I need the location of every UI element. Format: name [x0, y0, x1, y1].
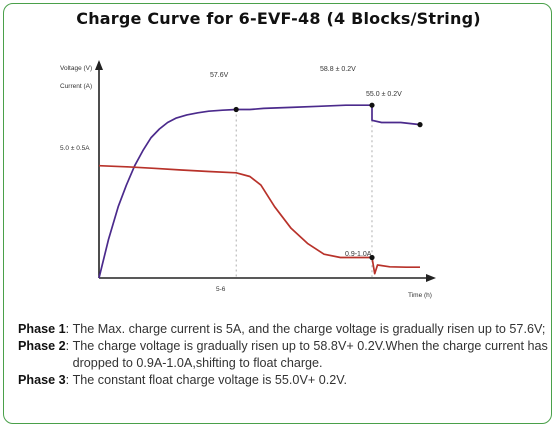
annotation-end-current: 0.9-1.0A — [345, 251, 372, 258]
phase-label: Phase 1 — [18, 322, 66, 336]
chart-title: Charge Curve for 6-EVF-48 (4 Blocks/Stri… — [76, 9, 481, 28]
current-curve — [98, 164, 420, 275]
phase-guide-lines — [235, 105, 373, 278]
phase-text: The charge voltage is gradually risen up… — [72, 339, 548, 370]
chart-card — [3, 3, 552, 424]
phase-note-2: Phase 2: The charge voltage is gradually… — [18, 339, 548, 370]
phase-text: The Max. charge current is 5A, and the c… — [72, 322, 546, 336]
x-axis-label: Time (h) — [408, 292, 432, 299]
annotation-max-current: 5.0 ± 0.5A — [60, 145, 90, 152]
phase-note-1: Phase 1: The Max. charge current is 5A, … — [18, 321, 548, 338]
y-axis-label-voltage: Voltage (V) — [60, 65, 92, 72]
y-axis-label-current: Current (A) — [60, 83, 92, 90]
annotation-float-voltage: 55.0 ± 0.2V — [366, 91, 402, 98]
chart-markers — [233, 102, 423, 261]
phase-notes: Phase 1: The Max. charge current is 5A, … — [18, 321, 548, 389]
phase-note-3: Phase 3: The constant float charge volta… — [18, 372, 548, 389]
marker-58-8v — [369, 102, 375, 108]
marker-55-0v — [417, 122, 423, 128]
marker-0-9a — [369, 254, 375, 261]
phase-text: The constant float charge voltage is 55.… — [72, 373, 347, 387]
chart-labels: Voltage (V) Current (A) Time (h) 5-6 57.… — [60, 65, 432, 299]
y-axis-arrow — [95, 60, 103, 70]
annotation-phase1-voltage: 57.6V — [210, 72, 229, 79]
phase-label: Phase 2 — [18, 339, 66, 353]
x-axis-arrow — [426, 274, 436, 282]
marker-57-6v — [233, 106, 239, 113]
annotation-phase2-voltage: 58.8 ± 0.2V — [320, 66, 356, 73]
phase-label: Phase 3 — [18, 373, 66, 387]
chart-axes — [95, 60, 436, 282]
x-tick-label: 5-6 — [216, 286, 226, 293]
